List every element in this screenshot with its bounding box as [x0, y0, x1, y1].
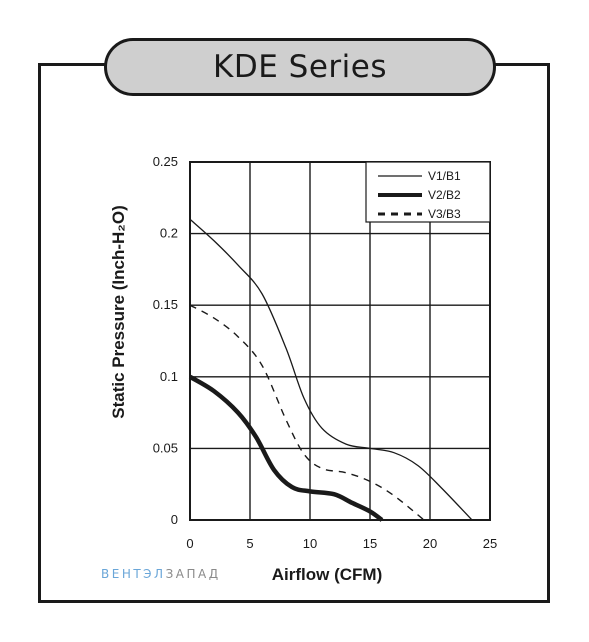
y-tick-label: 0.1: [160, 369, 178, 384]
legend-label-3: V3/B3: [428, 207, 461, 221]
y-axis-label: Static Pressure (Inch-H₂O): [109, 205, 128, 419]
y-tick-label: 0.2: [160, 226, 178, 241]
y-tick-label: 0.25: [153, 154, 178, 169]
watermark-part1: ВЕНТЭЛ: [101, 567, 166, 581]
chart-legend: V1/B1 V2/B2 V3/B3: [365, 161, 491, 223]
y-tick-label: 0: [171, 512, 178, 527]
series-line-2: [188, 374, 384, 522]
y-tick-label: 0.05: [153, 440, 178, 455]
chart-tick-labels: 0 5 10 15 20 25 0 0.05 0.1 0.15 0.2 0.25: [153, 154, 498, 551]
x-tick-label: 15: [363, 536, 377, 551]
x-tick-label: 10: [303, 536, 317, 551]
legend-label-1: V1/B1: [428, 169, 461, 183]
x-tick-label: 0: [186, 536, 193, 551]
x-tick-label: 25: [483, 536, 497, 551]
legend-label-2: V2/B2: [428, 188, 461, 202]
chart-series: [188, 218, 473, 522]
watermark: ВЕНТЭЛЗАПАД: [101, 567, 221, 581]
legend-box: [365, 161, 491, 223]
title-tab: KDE Series: [104, 38, 496, 96]
series-line-1: [189, 218, 473, 521]
page-title: KDE Series: [213, 49, 387, 85]
watermark-part2: ЗАПАД: [165, 567, 221, 581]
x-tick-label: 5: [246, 536, 253, 551]
y-tick-label: 0.15: [153, 297, 178, 312]
plot-border: [189, 161, 491, 521]
series-line-3: [189, 304, 425, 521]
x-axis-label: Airflow (CFM): [272, 565, 382, 584]
x-tick-label: 20: [423, 536, 437, 551]
